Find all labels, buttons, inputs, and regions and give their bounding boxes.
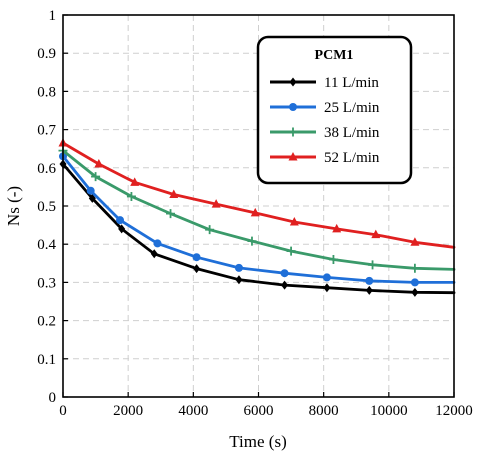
data-point xyxy=(289,217,299,226)
data-point xyxy=(410,237,420,246)
data-point xyxy=(371,229,381,239)
data-point xyxy=(280,269,289,278)
y-tick-label: 0.9 xyxy=(37,46,56,62)
y-tick-label: 0.2 xyxy=(37,314,56,330)
data-point xyxy=(193,264,201,274)
y-tick-label: 0.5 xyxy=(37,199,56,215)
y-tick-label: 0.6 xyxy=(37,161,56,177)
data-point xyxy=(322,273,331,282)
data-point xyxy=(234,263,243,272)
data-point xyxy=(247,236,257,246)
legend: PCM1 11 L/min 25 L/min 38 L/min 52 L/min xyxy=(256,35,413,185)
legend-label: 52 L/min xyxy=(324,150,380,166)
data-point xyxy=(118,224,126,234)
y-tick-label: 0.7 xyxy=(37,123,56,139)
data-point xyxy=(365,276,374,285)
data-point xyxy=(235,275,243,285)
legend-label: 11 L/min xyxy=(324,75,379,91)
x-tick-label: 8000 xyxy=(309,403,339,419)
x-tick-label: 2000 xyxy=(113,403,143,419)
data-point xyxy=(153,239,162,248)
series-layer xyxy=(58,137,456,297)
legend-title: PCM1 xyxy=(315,48,354,63)
data-point xyxy=(205,225,215,235)
y-tick-label: 0.3 xyxy=(37,275,56,291)
x-tick-label: 4000 xyxy=(178,403,208,419)
data-point xyxy=(130,177,140,186)
y-tick-label: 1 xyxy=(49,8,57,24)
data-point xyxy=(288,127,298,137)
data-point xyxy=(88,193,96,203)
data-point xyxy=(288,152,298,161)
data-point xyxy=(126,191,136,201)
data-point xyxy=(169,189,179,199)
x-tick-label: 6000 xyxy=(244,403,274,419)
data-point xyxy=(289,103,297,111)
data-point xyxy=(410,263,420,273)
data-point xyxy=(286,246,296,256)
data-point xyxy=(91,172,101,182)
data-point xyxy=(289,77,297,87)
y-tick-label: 0.4 xyxy=(37,237,56,253)
data-point xyxy=(411,287,419,297)
data-point xyxy=(211,199,221,208)
legend-box xyxy=(256,35,413,185)
data-point xyxy=(368,260,378,270)
y-tick-label: 0 xyxy=(49,390,57,406)
x-tick-label: 10000 xyxy=(370,403,408,419)
x-tick-label: 12000 xyxy=(435,403,473,419)
legend-label: 38 L/min xyxy=(324,125,380,141)
data-point xyxy=(328,254,338,264)
y-tick-label: 0.8 xyxy=(37,84,56,100)
data-point xyxy=(116,216,125,225)
data-point xyxy=(323,283,331,293)
data-point xyxy=(192,253,201,262)
data-point xyxy=(150,249,158,259)
data-point xyxy=(250,207,260,217)
data-point xyxy=(332,223,342,233)
y-axis-label: Ns (-) xyxy=(4,186,23,226)
data-point xyxy=(281,280,289,290)
data-point xyxy=(94,158,104,168)
data-point xyxy=(410,278,419,287)
legend-label: 25 L/min xyxy=(324,100,380,116)
x-tick-label: 0 xyxy=(59,403,67,419)
data-point xyxy=(365,285,373,295)
data-point xyxy=(86,186,95,195)
axis-ticks: 0 2000 4000 6000 8000 10000 12000 0 0.1 0.2 0.3 0.4… xyxy=(37,8,473,419)
series-4 xyxy=(58,137,456,249)
data-point xyxy=(166,209,176,219)
x-axis-label: Time (s) xyxy=(229,432,286,451)
series-2 xyxy=(59,152,456,287)
y-tick-label: 0.1 xyxy=(37,352,56,368)
